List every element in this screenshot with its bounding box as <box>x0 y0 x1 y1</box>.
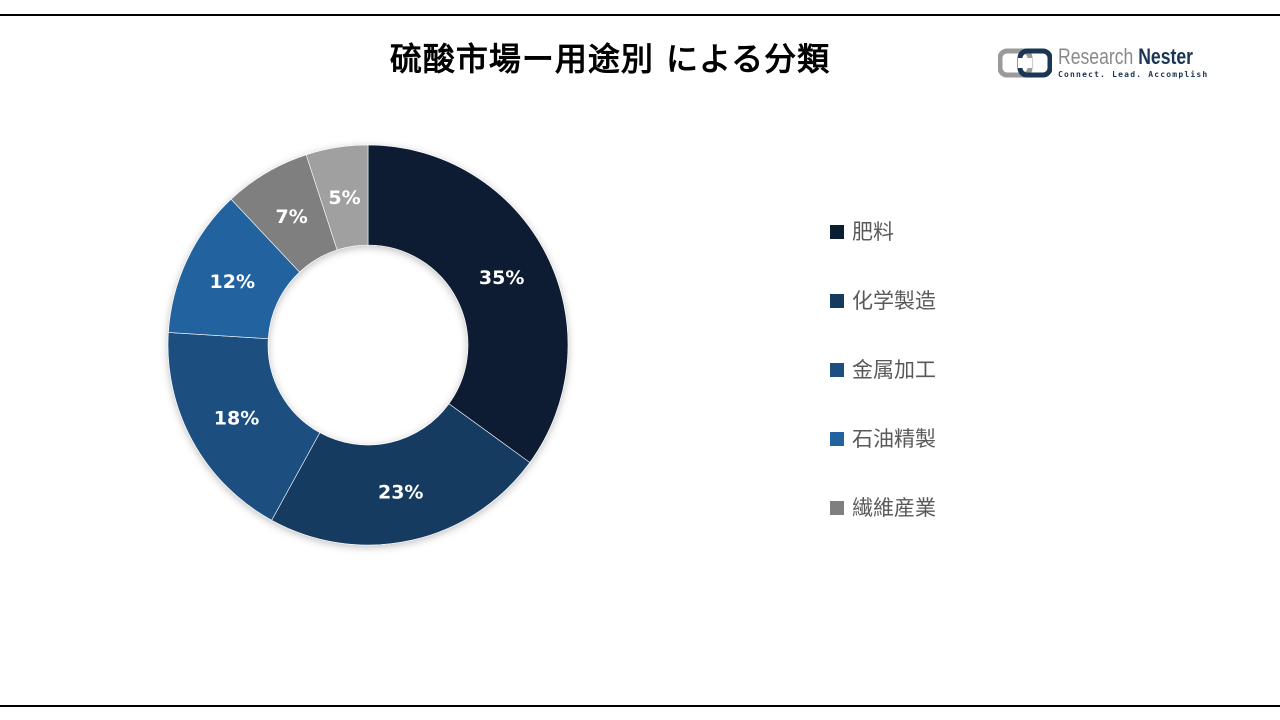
research-nester-logo: Research Nester Connect. Lead. Accomplis… <box>998 44 1218 84</box>
legend-swatch <box>830 500 844 515</box>
legend-label: 石油精製 <box>852 426 936 451</box>
chart-legend: 肥料 化学製造 金属加工 石油精製 繊維産業 <box>830 196 936 541</box>
legend-label: 繊維産業 <box>852 495 936 520</box>
chart-title: 硫酸市場ー用途別 による分類 <box>389 40 831 78</box>
logo-brand: Research Nester <box>1058 44 1193 70</box>
donut-slice <box>271 403 531 546</box>
legend-swatch <box>830 431 844 446</box>
legend-item: 石油精製 <box>830 403 936 472</box>
donut-slice <box>367 144 569 463</box>
legend-label: 肥料 <box>852 219 894 244</box>
legend-item: 化学製造 <box>830 265 936 334</box>
legend-swatch <box>830 362 844 377</box>
legend-swatch <box>830 293 844 308</box>
donut-slice <box>167 332 321 521</box>
legend-item: 繊維産業 <box>830 472 936 541</box>
slice-percent-label: 5% <box>328 187 360 209</box>
legend-item: 金属加工 <box>830 334 936 403</box>
slice-percent-label: 35% <box>479 267 524 289</box>
logo-brand-nester: Nester <box>1138 44 1194 69</box>
logo-icon <box>998 48 1052 78</box>
slice-percent-label: 18% <box>214 407 259 429</box>
slice-percent-label: 7% <box>276 206 308 228</box>
donut-slice <box>305 144 369 251</box>
legend-label: 金属加工 <box>852 357 936 382</box>
legend-swatch <box>830 224 844 239</box>
logo-brand-research: Research <box>1058 44 1139 69</box>
donut-chart: 35% 23% 18% 12% 7% 5% <box>150 125 590 565</box>
slice-percent-label: 23% <box>378 481 423 503</box>
slice-percent-label: 12% <box>210 271 255 293</box>
legend-item: 肥料 <box>830 196 936 265</box>
donut-svg: 35% 23% 18% 12% 7% 5% <box>167 144 569 546</box>
top-rule <box>0 14 1280 16</box>
logo-tagline: Connect. Lead. Accomplish <box>1058 70 1209 79</box>
bottom-rule <box>0 705 1280 707</box>
legend-label: 化学製造 <box>852 288 936 313</box>
